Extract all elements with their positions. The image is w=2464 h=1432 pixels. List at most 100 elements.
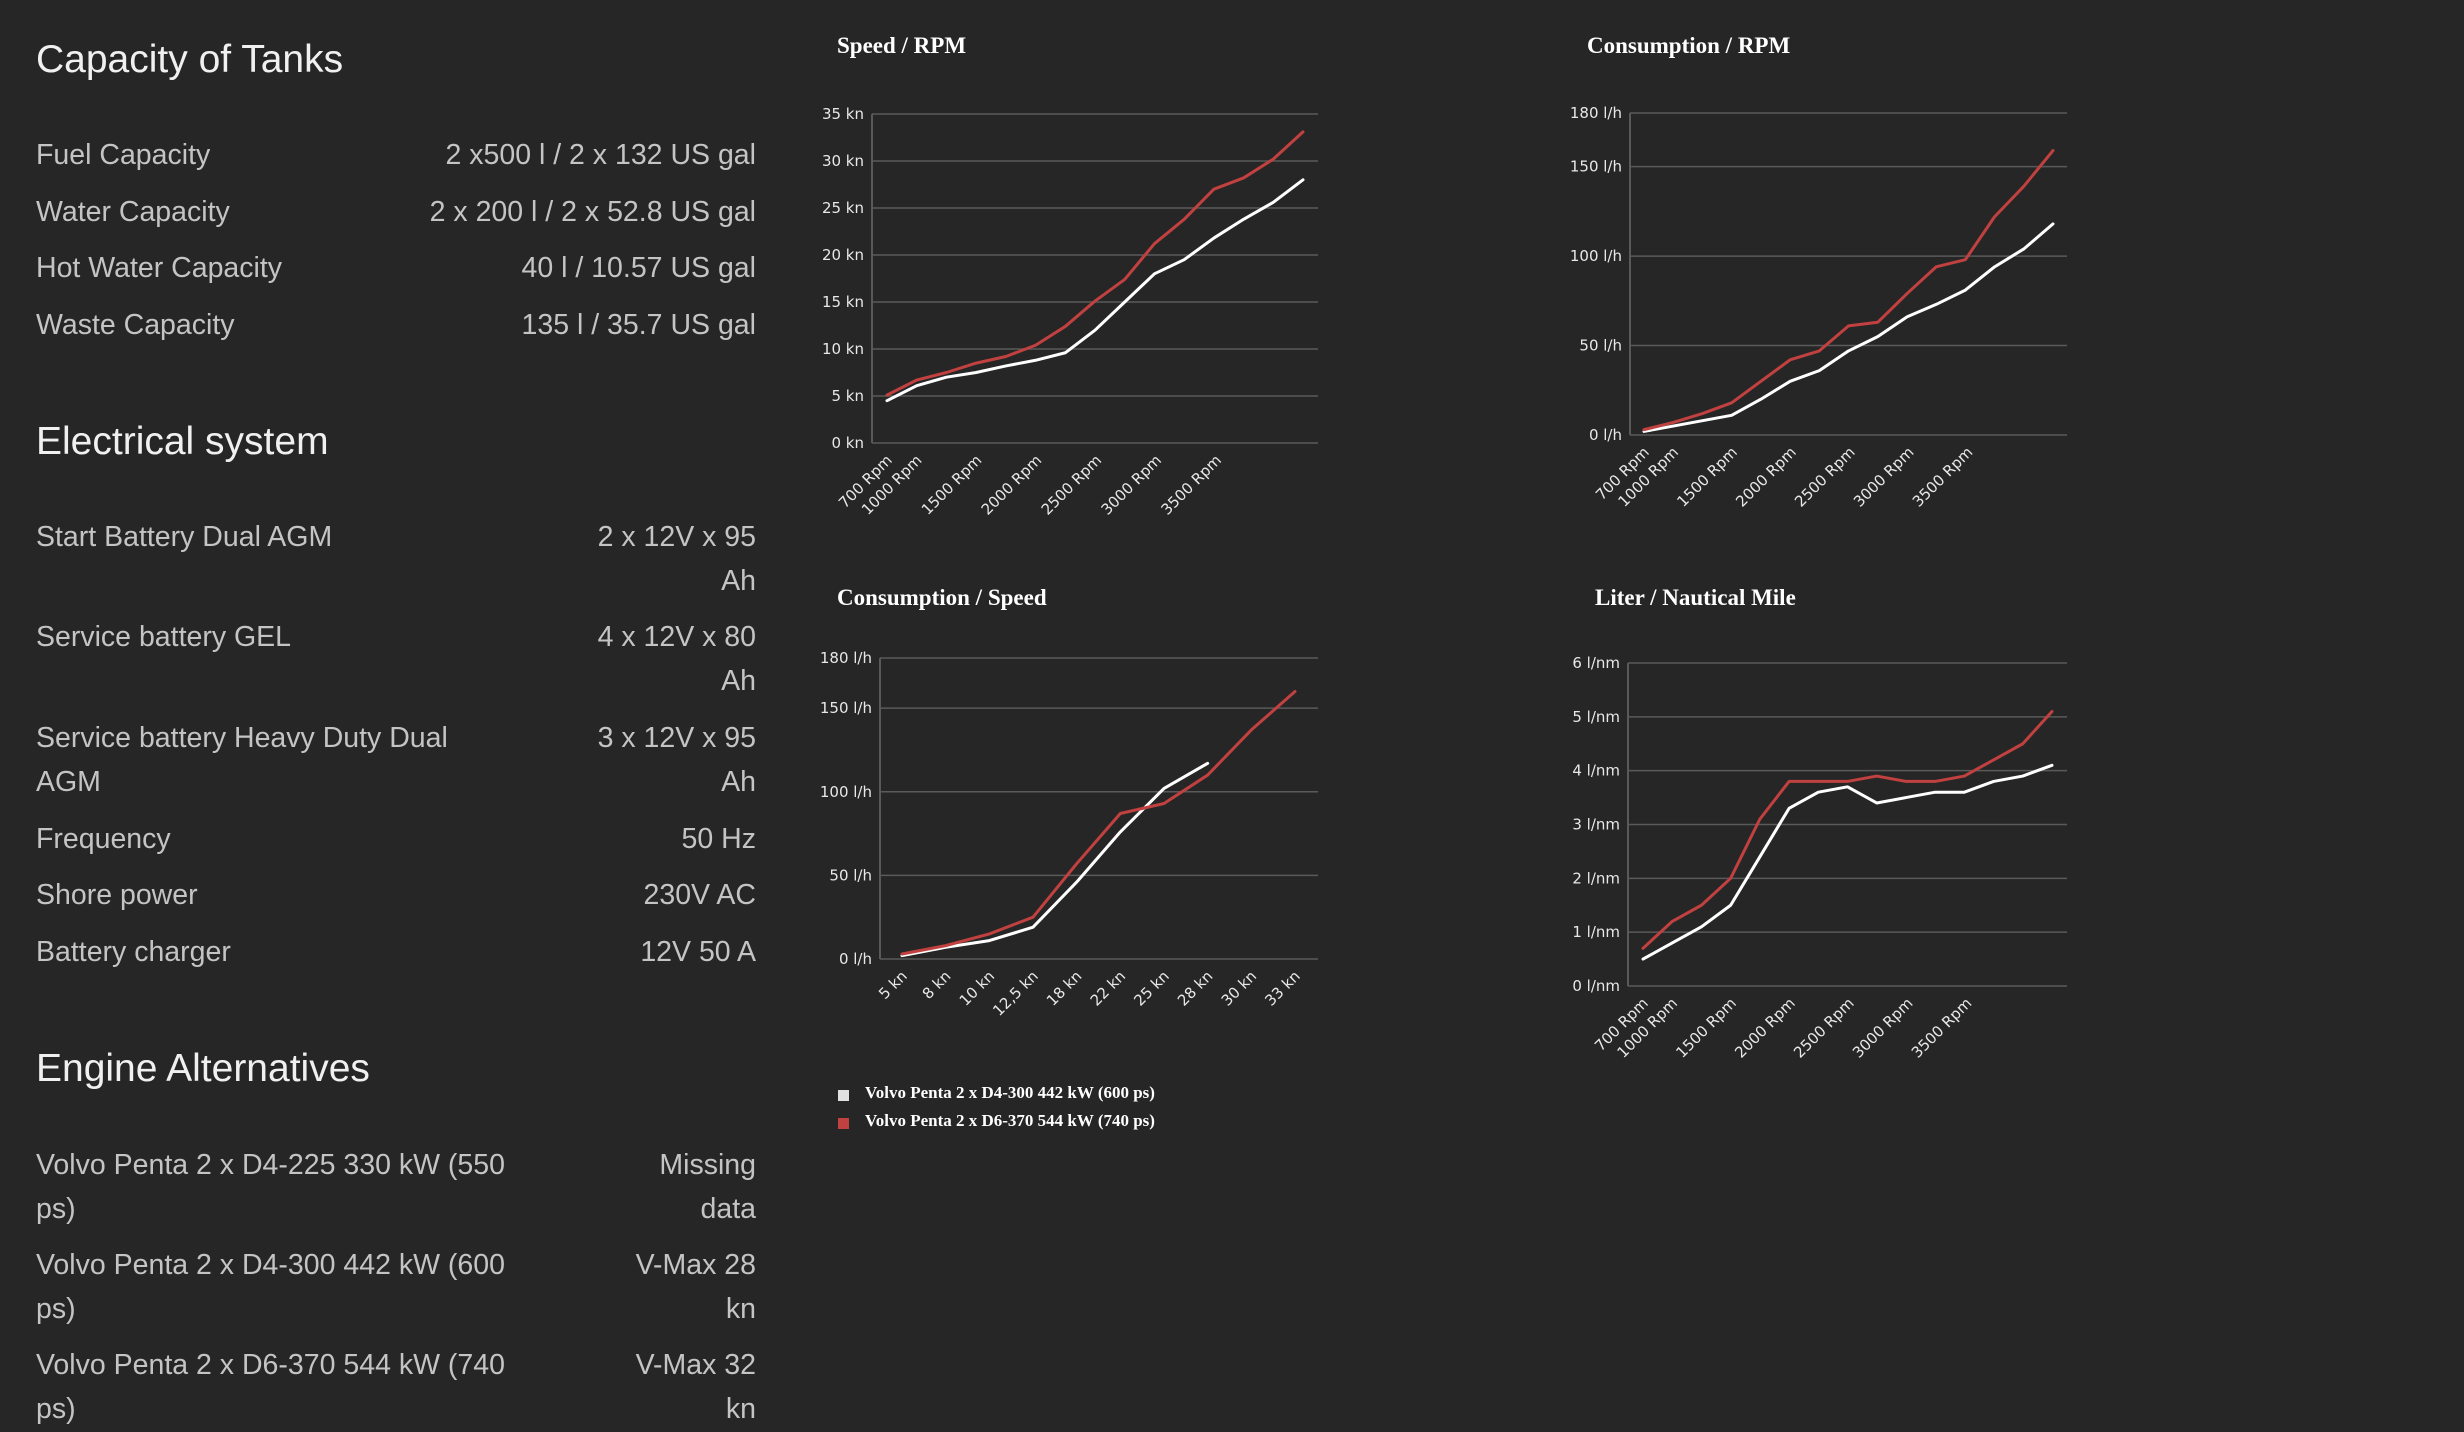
y-tick-label: 150 l/h [820, 699, 872, 717]
x-tick-label: 1500 Rpm [1672, 994, 1740, 1062]
spec-row: Volvo Penta 2 x D4-225 330 kW (550 ps) Mi… [36, 1143, 756, 1231]
chart-title-liter-nm: Liter / Nautical Mile [1595, 585, 1796, 610]
y-tick-label: 0 kn [831, 434, 864, 452]
spec-row: Service battery GEL 4 x 12V x 80 Ah [36, 615, 756, 703]
spec-label: Hot Water Capacity [36, 252, 283, 284]
y-tick-label: 2 l/nm [1572, 869, 1620, 887]
x-tick-label: 30 kn [1218, 967, 1260, 1009]
y-tick-label: 0 l/h [1589, 426, 1622, 444]
spec-value: 12V 50 A [640, 936, 756, 968]
legend-label: Volvo Penta 2 x D4-300 442 kW (600 ps) [865, 1083, 1155, 1102]
x-tick-label: 3000 Rpm [1098, 451, 1166, 519]
electrical-title: Electrical system [36, 420, 329, 463]
x-tick-label: 3000 Rpm [1850, 443, 1918, 511]
spec-label: Water Capacity [36, 196, 230, 228]
x-tick-label: 5 kn [875, 967, 911, 1003]
x-tick-label: 33 kn [1261, 967, 1303, 1009]
x-tick-label: 2500 Rpm [1790, 994, 1858, 1062]
spec-row: Volvo Penta 2 x D4-300 442 kW (600 ps) V-… [36, 1243, 756, 1331]
spec-row: Volvo Penta 2 x D6-370 544 kW (740 ps) V-… [36, 1343, 756, 1431]
legend-swatch [838, 1089, 849, 1101]
series-line [1641, 763, 2054, 961]
y-tick-label: 5 kn [831, 387, 864, 405]
y-tick-label: 100 l/h [820, 783, 872, 801]
series-line [885, 130, 1305, 397]
y-tick-label: 5 l/nm [1572, 708, 1620, 726]
y-tick-label: 20 kn [822, 246, 864, 264]
spec-value: 2 x 12V x 95 Ah [597, 521, 756, 597]
spec-value: 50 Hz [681, 823, 756, 855]
x-tick-label: 1500 Rpm [1673, 443, 1741, 511]
spec-label: Start Battery Dual AGM [36, 521, 333, 553]
spec-label: Service battery GEL [36, 621, 292, 653]
series-line [900, 761, 1210, 958]
spec-label: Volvo Penta 2 x D4-225 330 kW (550 ps) [36, 1149, 505, 1225]
x-tick-label: 25 kn [1130, 967, 1172, 1009]
spec-row: Frequency 50 Hz [36, 817, 756, 861]
chart-title-speed-rpm: Speed / RPM [837, 33, 967, 58]
spec-value: 4 x 12V x 80 Ah [597, 621, 756, 697]
x-tick-label: 2000 Rpm [1731, 994, 1799, 1062]
y-tick-label: 25 kn [822, 199, 864, 217]
x-tick-label: 2000 Rpm [978, 451, 1046, 519]
spec-value: 40 l / 10.57 US gal [521, 252, 757, 284]
spec-label: Waste Capacity [36, 309, 235, 341]
legend-swatch [838, 1117, 849, 1129]
spec-row: Shore power 230V AC [36, 873, 756, 917]
spec-row: Service battery Heavy Duty Dual AGM 3 x 1… [36, 716, 756, 804]
spec-label: Volvo Penta 2 x D4-300 442 kW (600 ps) [36, 1249, 505, 1325]
spec-row: Waste Capacity 135 l / 35.7 US gal [36, 303, 756, 347]
y-tick-label: 6 l/nm [1572, 654, 1620, 672]
spec-row: Hot Water Capacity 40 l / 10.57 US gal [36, 246, 756, 290]
x-tick-label: 2500 Rpm [1038, 451, 1106, 519]
spec-value: V-Max 28 kn [635, 1249, 756, 1325]
y-tick-label: 180 l/h [820, 649, 872, 667]
chart-title-consumption-speed: Consumption / Speed [837, 585, 1047, 610]
series-line [900, 689, 1297, 956]
y-tick-label: 50 l/h [829, 866, 872, 884]
series-line [1642, 222, 2055, 433]
y-tick-label: 0 l/nm [1572, 977, 1620, 995]
spec-label: Frequency [36, 823, 171, 855]
y-tick-label: 150 l/h [1570, 158, 1622, 176]
chart-title-consumption-rpm: Consumption / RPM [1587, 33, 1791, 58]
x-tick-label: 18 kn [1043, 967, 1085, 1009]
spec-value: V-Max 32 kn [635, 1349, 756, 1425]
x-tick-label: 3500 Rpm [1157, 451, 1225, 519]
y-tick-label: 15 kn [822, 293, 864, 311]
x-tick-label: 22 kn [1087, 967, 1129, 1009]
spec-value: 2 x 200 l / 2 x 52.8 US gal [429, 196, 756, 228]
tanks-title: Capacity of Tanks [36, 38, 344, 81]
x-tick-label: 1500 Rpm [918, 451, 986, 519]
series-line [1642, 149, 2055, 432]
x-tick-label: 3000 Rpm [1849, 994, 1917, 1062]
y-tick-label: 4 l/nm [1572, 762, 1620, 780]
spec-label: Fuel Capacity [36, 139, 211, 171]
x-tick-label: 2500 Rpm [1791, 443, 1859, 511]
x-tick-label: 3500 Rpm [1908, 994, 1976, 1062]
x-tick-label: 28 kn [1174, 967, 1216, 1009]
spec-row: Water Capacity 2 x 200 l / 2 x 52.8 US ga… [36, 190, 756, 234]
y-tick-label: 100 l/h [1570, 247, 1622, 265]
spec-row: Start Battery Dual AGM 2 x 12V x 95 Ah [36, 515, 756, 603]
y-tick-label: 35 kn [822, 105, 864, 123]
y-tick-label: 30 kn [822, 152, 864, 170]
series-line [1641, 709, 2054, 950]
y-tick-label: 180 l/h [1570, 104, 1622, 122]
spec-value: 230V AC [643, 879, 757, 911]
y-tick-label: 1 l/nm [1572, 923, 1620, 941]
y-tick-label: 10 kn [822, 340, 864, 358]
spec-value: 135 l / 35.7 US gal [521, 309, 757, 341]
y-tick-label: 50 l/h [1579, 337, 1622, 355]
x-tick-label: 8 kn [919, 967, 955, 1003]
spec-value: 2 x500 l / 2 x 132 US gal [445, 139, 756, 171]
x-tick-label: 12,5 kn [989, 967, 1042, 1020]
legend-label: Volvo Penta 2 x D6-370 544 kW (740 ps) [865, 1111, 1155, 1130]
spec-label: Shore power [36, 879, 198, 911]
engines-title: Engine Alternatives [36, 1047, 370, 1090]
spec-row: Fuel Capacity 2 x500 l / 2 x 132 US gal [36, 133, 756, 177]
spec-value: Missing data [659, 1149, 756, 1225]
series-line [885, 178, 1305, 403]
y-tick-label: 0 l/h [839, 950, 872, 968]
